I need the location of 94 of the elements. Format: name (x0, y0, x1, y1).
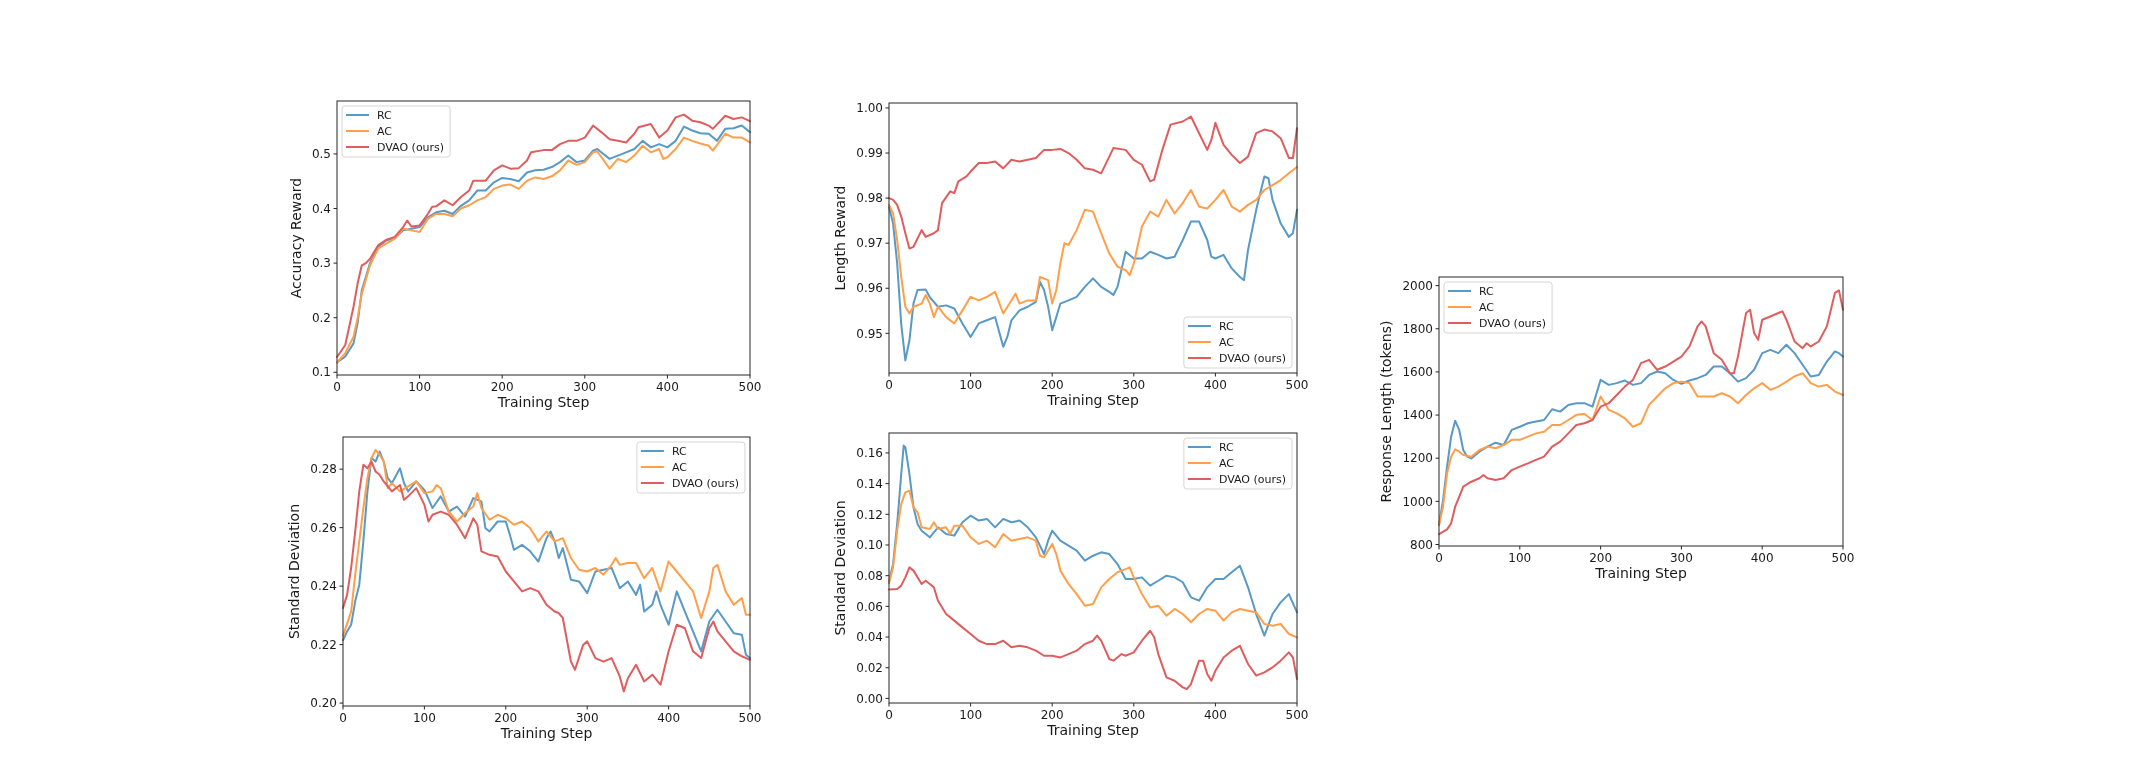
x-tick-label: 500 (738, 380, 762, 394)
x-axis-title: Training Step (496, 394, 590, 410)
y-tick-label: 0.12 (856, 507, 883, 522)
y-tick-label: 0.22 (310, 637, 337, 652)
legend-label: AC (1218, 456, 1235, 470)
y-tick-label: 0.04 (856, 630, 883, 645)
y-axis-title: Standard Deviation (286, 503, 303, 640)
x-tick-label: 200 (494, 711, 518, 725)
x-tick-label: 500 (1285, 378, 1309, 392)
y-tick-label: 0.08 (856, 568, 883, 583)
y-tick-label: 0.24 (310, 579, 337, 594)
x-tick-label: 400 (1203, 708, 1227, 722)
y-tick-label: 0.97 (856, 236, 883, 251)
x-tick-label: 300 (1669, 551, 1693, 565)
y-tick-label: 0.10 (856, 538, 883, 553)
y-tick-label: 0.3 (311, 256, 331, 271)
y-tick-label: 0.98 (856, 191, 883, 206)
line-series (342, 460, 751, 693)
x-tick-label: 100 (408, 380, 432, 394)
x-tick-label: 400 (657, 711, 681, 725)
y-tick-label: 0.26 (310, 520, 337, 535)
y-tick-label: 1200 (1402, 451, 1433, 466)
y-tick-label: 1800 (1402, 321, 1433, 336)
legend-label: AC (377, 124, 393, 138)
y-tick-label: 0.5 (311, 147, 331, 162)
y-tick-label: 0.95 (856, 326, 883, 341)
y-tick-label: 1600 (1402, 365, 1433, 380)
x-tick-label: 500 (1285, 708, 1309, 722)
y-tick-label: 1000 (1402, 494, 1433, 509)
line-series (888, 175, 1298, 362)
x-axis-title: Training Step (1046, 392, 1139, 408)
y-tick-label: 0.06 (856, 599, 883, 614)
y-tick-label: 0.1 (311, 365, 331, 380)
x-tick-label: 400 (655, 380, 679, 394)
y-tick-label: 0.4 (311, 201, 331, 216)
x-tick-label: 400 (1750, 551, 1774, 565)
line-series (888, 566, 1298, 691)
legend-label: AC (671, 460, 688, 474)
x-tick-label: 300 (575, 711, 599, 725)
y-tick-label: 0.16 (856, 446, 883, 461)
legend-label: RC (1479, 284, 1495, 298)
x-tick-label: 200 (1589, 551, 1613, 565)
x-tick-label: 500 (1831, 551, 1855, 565)
x-axis-title: Training Step (1594, 565, 1687, 581)
legend-label: DVAO (ours) (1479, 316, 1547, 330)
y-axis-title: Length Reward (832, 185, 849, 291)
x-tick-label: 100 (959, 378, 983, 392)
legend-label: DVAO (ours) (1218, 351, 1286, 365)
legend-label: RC (671, 444, 687, 458)
legend-label: DVAO (ours) (1218, 472, 1286, 486)
y-axis-title: Accuracy Reward (287, 177, 304, 299)
y-tick-label: 0.2 (311, 310, 331, 325)
y-tick-label: 0.28 (310, 462, 337, 477)
line-series (1438, 289, 1844, 536)
x-tick-label: 400 (1203, 378, 1227, 392)
x-tick-label: 500 (738, 711, 762, 725)
x-axis-title: Training Step (1046, 722, 1139, 738)
x-tick-label: 300 (1122, 708, 1146, 722)
y-tick-label: 0.14 (856, 476, 883, 491)
x-tick-label: 100 (959, 708, 983, 722)
x-tick-label: 0 (885, 708, 893, 722)
legend-label: DVAO (ours) (377, 140, 445, 154)
x-tick-label: 0 (339, 711, 347, 725)
x-tick-label: 300 (1122, 378, 1146, 392)
y-tick-label: 0.00 (856, 691, 883, 706)
legend-label: RC (377, 108, 393, 122)
y-tick-label: 0.02 (856, 660, 883, 675)
x-tick-label: 200 (1040, 708, 1064, 722)
y-axis-title: Response Length (tokens) (1378, 320, 1395, 503)
legend-label: DVAO (ours) (671, 476, 739, 490)
y-tick-label: 800 (1410, 537, 1433, 552)
legend-label: AC (1218, 335, 1235, 349)
y-tick-label: 1.00 (856, 101, 883, 116)
y-tick-label: 0.99 (856, 146, 883, 161)
y-tick-label: 2000 (1402, 278, 1433, 293)
line-series (888, 115, 1298, 250)
x-axis-title: Training Step (499, 725, 593, 741)
x-tick-label: 100 (412, 711, 436, 725)
x-tick-label: 0 (885, 378, 893, 392)
x-tick-label: 0 (333, 380, 341, 394)
legend-label: AC (1479, 300, 1495, 314)
x-tick-label: 200 (1040, 378, 1064, 392)
x-tick-label: 0 (1435, 551, 1443, 565)
y-tick-label: 0.96 (856, 281, 883, 296)
x-tick-label: 200 (490, 380, 514, 394)
y-tick-label: 0.20 (310, 696, 337, 711)
legend-label: RC (1218, 319, 1234, 333)
legend-label: RC (1218, 440, 1234, 454)
x-tick-label: 100 (1508, 551, 1532, 565)
line-series (888, 489, 1298, 639)
x-tick-label: 300 (573, 380, 597, 394)
line-series (888, 444, 1298, 637)
y-tick-label: 1400 (1402, 408, 1433, 423)
y-axis-title: Standard Deviation (832, 500, 849, 636)
